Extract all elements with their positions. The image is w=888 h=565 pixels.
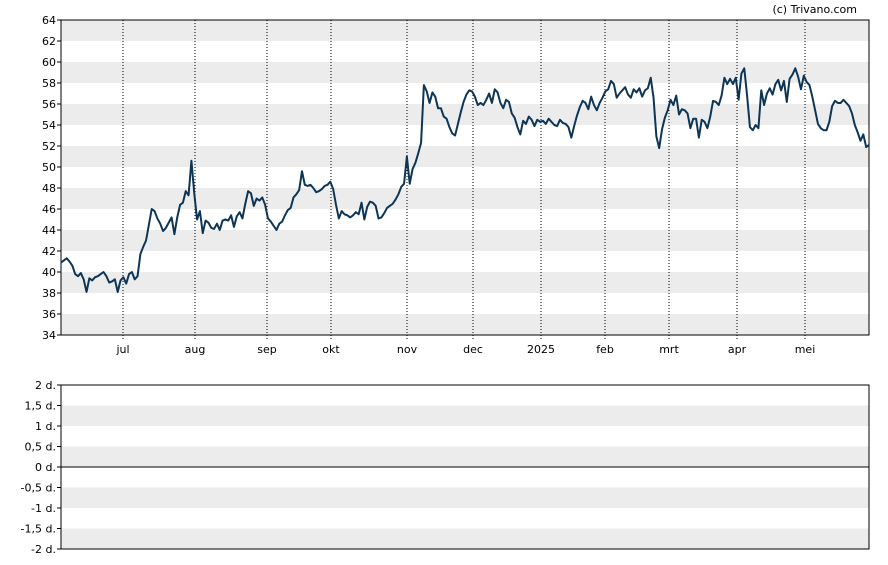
price-chart-y-axis: 34 36 38 40 42 44 46 48 50 52 54 56 58 60 62 64 bbox=[42, 14, 61, 342]
price-y-tick-label: 46 bbox=[42, 203, 56, 216]
price-y-tick-label: 58 bbox=[42, 77, 56, 90]
price-band bbox=[61, 314, 869, 335]
price-x-tick-label: feb bbox=[596, 343, 614, 356]
price-chart-month-gridlines bbox=[122, 20, 806, 339]
price-y-tick-label: 52 bbox=[42, 140, 56, 153]
price-x-tick-label: okt bbox=[322, 343, 340, 356]
price-x-tick-label: dec bbox=[463, 343, 483, 356]
price-x-tick-label: sep bbox=[257, 343, 276, 356]
price-plot-border bbox=[60, 19, 870, 336]
dividend-band bbox=[61, 405, 869, 426]
dividend-y-tick-label: -2 d. bbox=[31, 543, 56, 556]
price-x-tick-label: mrt bbox=[659, 343, 679, 356]
dividend-y-tick-label: 2 d. bbox=[35, 379, 56, 392]
price-chart-bands bbox=[61, 20, 869, 335]
price-band bbox=[61, 272, 869, 293]
dividend-y-tick-label: 0,5 d. bbox=[25, 441, 56, 454]
dividend-chart-y-axis: 2 d. 1,5 d. 1 d. 0,5 d. 0 d. -0,5 d. -1 d. -1,5… bbox=[21, 379, 61, 556]
price-y-tick-label: 64 bbox=[42, 14, 56, 27]
price-y-tick-label: 42 bbox=[42, 245, 56, 258]
price-series-line bbox=[60, 67, 870, 293]
dividend-y-tick-label: -0,5 d. bbox=[21, 482, 56, 495]
dividend-y-tick-label: -1 d. bbox=[31, 502, 56, 515]
price-band bbox=[61, 188, 869, 209]
dividend-y-tick-label: 0 d. bbox=[35, 461, 56, 474]
price-y-tick-label: 40 bbox=[42, 266, 56, 279]
price-y-tick-label: 48 bbox=[42, 182, 56, 195]
price-y-tick-label: 56 bbox=[42, 98, 56, 111]
price-x-tick-label: apr bbox=[728, 343, 747, 356]
price-x-tick-label: 2025 bbox=[527, 343, 555, 356]
price-y-tick-label: 34 bbox=[42, 329, 56, 342]
copyright-label: (c) Trivano.com bbox=[772, 3, 857, 16]
price-y-tick-label: 36 bbox=[42, 308, 56, 321]
price-band bbox=[61, 146, 869, 167]
price-y-tick-label: 60 bbox=[42, 56, 56, 69]
price-x-tick-label: nov bbox=[397, 343, 418, 356]
dividend-band bbox=[61, 487, 869, 508]
price-y-tick-label: 44 bbox=[42, 224, 56, 237]
price-chart-frame bbox=[60, 19, 870, 336]
dividend-band bbox=[61, 528, 869, 549]
dividend-chart-bands bbox=[61, 405, 869, 549]
price-x-tick-label: aug bbox=[185, 343, 206, 356]
price-x-tick-label: mei bbox=[795, 343, 816, 356]
dividend-y-tick-label: 1 d. bbox=[35, 420, 56, 433]
price-band bbox=[61, 62, 869, 83]
price-band bbox=[61, 20, 869, 41]
price-y-tick-label: 62 bbox=[42, 35, 56, 48]
price-y-tick-label: 38 bbox=[42, 287, 56, 300]
price-y-tick-label: 54 bbox=[42, 119, 56, 132]
dividend-band bbox=[61, 446, 869, 467]
price-band bbox=[61, 230, 869, 251]
dividend-y-tick-label: -1,5 d. bbox=[21, 523, 56, 536]
dividend-y-tick-label: 1,5 d. bbox=[25, 400, 56, 413]
price-x-tick-label: jul bbox=[115, 343, 129, 356]
price-y-tick-label: 50 bbox=[42, 161, 56, 174]
price-chart-x-axis: jul aug sep okt nov dec 2025 feb mrt apr mei bbox=[115, 343, 815, 356]
